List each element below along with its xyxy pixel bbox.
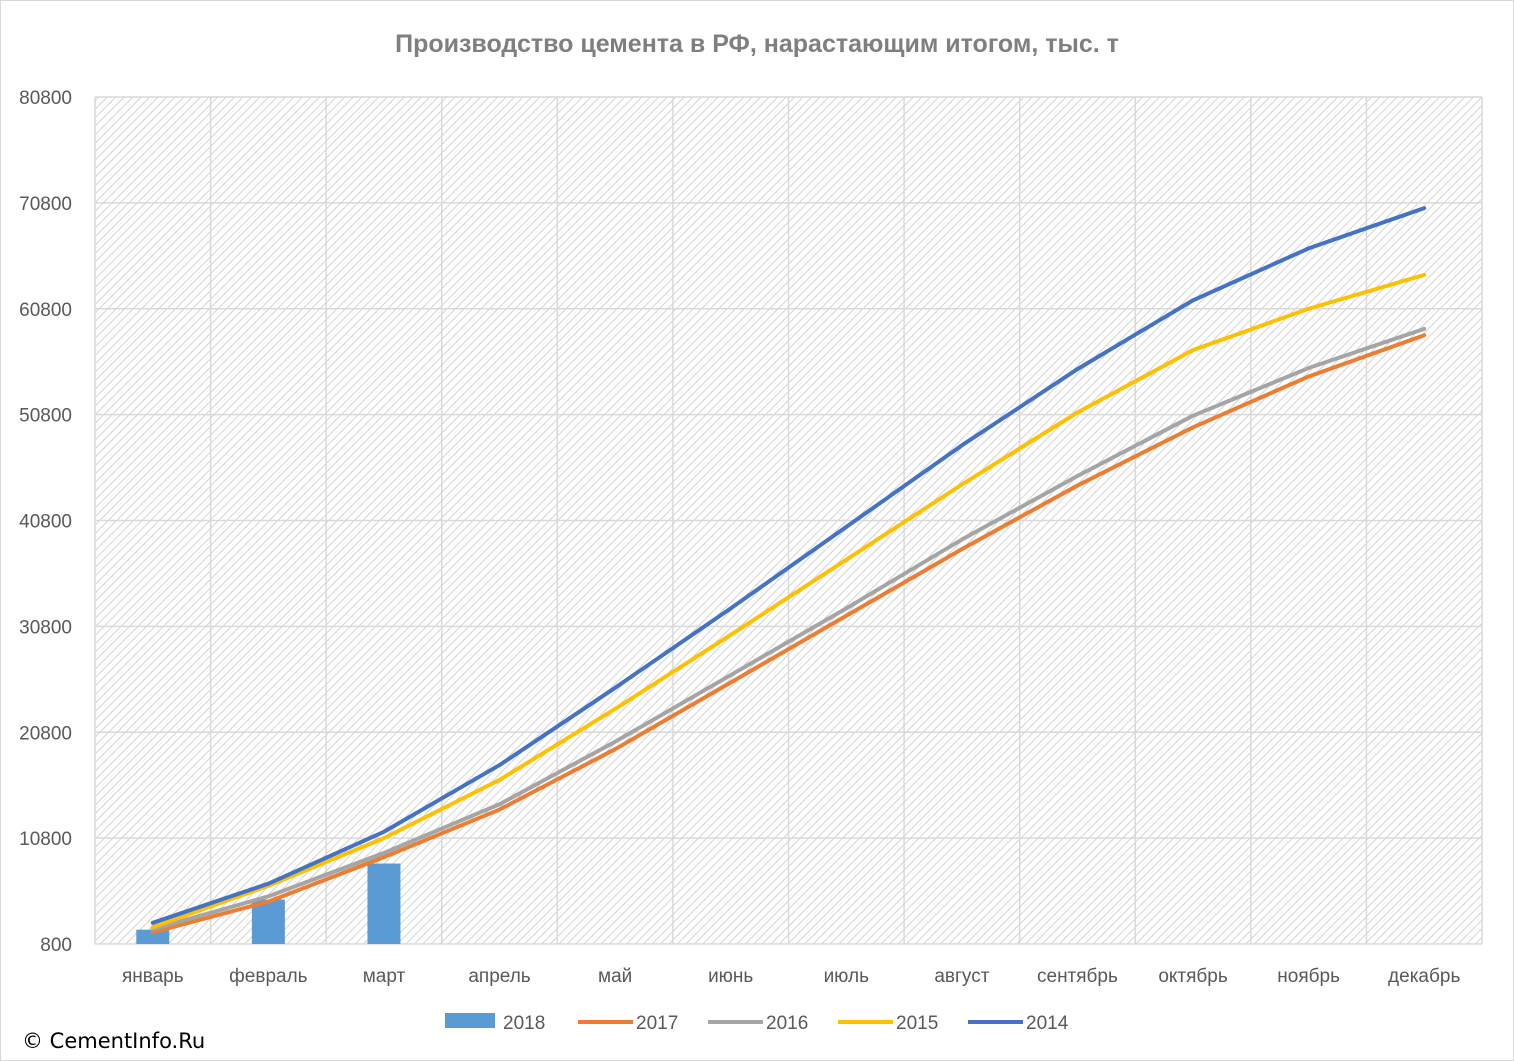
x-tick-label: август bbox=[934, 966, 989, 987]
y-tick-label: 10800 bbox=[19, 829, 72, 850]
x-tick-label: июнь bbox=[708, 966, 753, 987]
legend-label-2014: 2014 bbox=[1026, 1013, 1069, 1034]
legend-label-2016: 2016 bbox=[766, 1013, 808, 1034]
legend-label-2017: 2017 bbox=[636, 1013, 678, 1034]
x-tick-label: июль bbox=[824, 966, 870, 987]
bar-2018-1 bbox=[251, 899, 285, 944]
x-tick-label: февраль bbox=[229, 966, 308, 987]
y-tick-label: 800 bbox=[40, 935, 72, 956]
copyright-text: © CementInfo.Ru bbox=[22, 1029, 205, 1053]
y-tick-label: 40800 bbox=[19, 512, 72, 533]
y-axis-ticks: 80800 70800 60800 50800 40800 30800 20800 10800… bbox=[19, 88, 72, 956]
y-tick-label: 30800 bbox=[19, 617, 72, 638]
x-tick-label: октябрь bbox=[1158, 966, 1228, 987]
x-tick-label: апрель bbox=[468, 966, 530, 987]
chart-title: Производство цемента в РФ, нарастающим и… bbox=[395, 30, 1119, 58]
legend-label-2015: 2015 bbox=[896, 1013, 938, 1034]
y-tick-label: 60800 bbox=[19, 300, 72, 321]
x-tick-label: декабрь bbox=[1388, 966, 1460, 987]
y-tick-label: 50800 bbox=[19, 406, 72, 427]
line-series-2017 bbox=[150, 333, 1427, 935]
bar-2018-0 bbox=[136, 929, 170, 944]
y-tick-label: 20800 bbox=[19, 723, 72, 744]
x-tick-label: январь bbox=[122, 966, 184, 987]
y-tick-label: 70800 bbox=[19, 194, 72, 215]
x-tick-label: март bbox=[363, 966, 406, 987]
y-tick-label: 80800 bbox=[19, 88, 72, 109]
x-axis-ticks: январь февраль март апрель май июнь июль август… bbox=[122, 966, 1461, 987]
line-series-2014 bbox=[150, 206, 1427, 925]
line-series bbox=[150, 206, 1427, 935]
line-series-2016 bbox=[150, 326, 1427, 932]
x-tick-label: май bbox=[598, 966, 632, 987]
x-tick-label: ноябрь bbox=[1277, 966, 1340, 987]
legend-label-2018: 2018 bbox=[503, 1013, 545, 1034]
bar-2018-2 bbox=[367, 863, 401, 944]
gridlines bbox=[94, 96, 1483, 945]
bar-series bbox=[136, 863, 401, 944]
x-tick-label: сентябрь bbox=[1037, 966, 1118, 987]
legend: 2018 2017 2016 2015 2014 bbox=[445, 1013, 1069, 1034]
legend-swatch-2018 bbox=[445, 1013, 495, 1028]
line-series-2015 bbox=[150, 272, 1427, 930]
